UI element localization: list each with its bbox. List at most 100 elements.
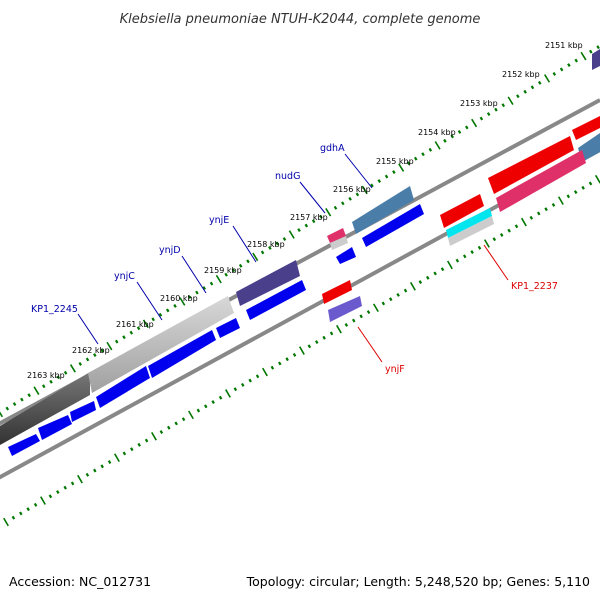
leader-line (344, 153, 373, 189)
minor-tick (329, 331, 334, 336)
major-tick (434, 141, 441, 150)
gene-block-gray-light[interactable] (88, 296, 234, 393)
minor-tick (85, 357, 90, 362)
gene-label-ynjD[interactable]: ynjD (159, 245, 181, 256)
minor-tick (93, 353, 97, 357)
cds-reverse-ynjF[interactable] (322, 280, 352, 304)
major-tick (325, 207, 332, 217)
gene-block-ynjF[interactable] (328, 296, 362, 322)
backbone-inner (0, 148, 600, 480)
gene-block-gdhA[interactable] (352, 186, 414, 234)
gene-label-KP1_2237[interactable]: KP1_2237 (511, 281, 558, 292)
minor-tick (492, 237, 497, 242)
cds-reverse[interactable] (572, 116, 600, 140)
gene-block-nudG-pink[interactable] (327, 228, 346, 243)
major-tick (106, 341, 113, 351)
minor-tick (195, 290, 199, 295)
kbp-label-2163: 2163 kbp (27, 371, 65, 380)
gene-block-gray-large[interactable] (0, 372, 90, 445)
gene-block-cyan[interactable] (446, 208, 492, 238)
cds-forward[interactable] (8, 434, 40, 456)
minor-tick (457, 129, 462, 134)
major-tick (557, 196, 564, 205)
minor-tick (292, 352, 297, 357)
minor-tick (27, 393, 31, 398)
minor-tick (275, 241, 279, 246)
minor-tick (344, 322, 349, 327)
cds-forward[interactable] (246, 280, 306, 320)
cds-forward[interactable] (336, 247, 356, 264)
major-tick (142, 319, 149, 329)
minor-tick (270, 365, 275, 370)
major-tick (69, 364, 76, 373)
minor-tick (507, 228, 511, 233)
minor-tick (196, 408, 201, 413)
minor-tick (537, 80, 542, 85)
minor-tick (499, 232, 504, 237)
minor-tick (574, 58, 578, 63)
minor-tick (351, 318, 356, 323)
gene-label-KP1_2245[interactable]: KP1_2245 (31, 304, 78, 315)
minor-tick (370, 183, 374, 188)
kbp-label-2154: 2154 kbp (418, 128, 456, 137)
gene-label-nudG[interactable]: nudG (275, 171, 300, 182)
minor-tick (589, 49, 593, 54)
minor-tick (333, 205, 338, 210)
minor-tick (514, 224, 519, 229)
major-tick (446, 260, 453, 270)
minor-tick (282, 237, 287, 241)
minor-tick (559, 67, 564, 72)
major-tick (398, 163, 405, 172)
minor-tick (285, 357, 289, 362)
gene-block-nudG-gray[interactable] (330, 236, 348, 250)
minor-tick (523, 89, 527, 94)
kbp-label-2161: 2161 kbp (116, 320, 154, 329)
minor-tick (566, 194, 571, 199)
gene-label-ynjC[interactable]: ynjC (114, 271, 135, 282)
leader-line (77, 313, 99, 345)
minor-tick (573, 190, 578, 195)
gene-label-gdhA[interactable]: gdhA (320, 143, 345, 154)
minor-tick (384, 174, 389, 179)
minor-tick (486, 112, 491, 117)
minor-tick (319, 214, 323, 219)
minor-tick (443, 138, 447, 143)
cds-forward[interactable] (38, 415, 72, 440)
minor-tick (48, 494, 53, 499)
minor-tick (137, 442, 141, 447)
cds-forward[interactable] (362, 204, 424, 247)
minor-tick (41, 384, 46, 389)
minor-tick (130, 447, 134, 452)
gene-block-slate[interactable] (578, 133, 600, 162)
gene-label-ynjF[interactable]: ynjF (385, 364, 405, 375)
gene-block-lightgray[interactable] (448, 216, 494, 246)
minor-tick (396, 292, 400, 297)
cds-reverse[interactable] (440, 194, 484, 228)
minor-tick (122, 451, 127, 456)
minor-tick (455, 258, 460, 263)
minor-tick (581, 185, 585, 190)
gene-block-pink[interactable] (496, 150, 586, 212)
cds-forward[interactable] (216, 318, 240, 338)
major-tick (225, 389, 231, 398)
minor-tick (209, 281, 214, 286)
leader-line (181, 255, 207, 294)
minor-tick (348, 196, 352, 201)
gene-block-ynjE[interactable] (236, 260, 300, 306)
gene-label-ynjE[interactable]: ynjE (209, 215, 229, 226)
minor-tick (70, 481, 75, 486)
outer-gene-labels: gdhA nudG ynjE ynjD ynjC KP1_2245 (31, 143, 373, 345)
gene-block-purple-top[interactable] (592, 49, 600, 70)
cds-forward[interactable] (96, 366, 150, 408)
cds-forward[interactable] (148, 330, 216, 378)
cds-reverse[interactable] (488, 136, 574, 194)
accession-text: Accession: NC_012731 (9, 574, 151, 589)
minor-tick (421, 152, 425, 157)
major-tick (188, 410, 194, 420)
outer-scale-ticks (0, 45, 600, 418)
minor-tick (19, 511, 23, 516)
cds-forward[interactable] (70, 401, 96, 422)
kbp-label-2153: 2153 kbp (460, 99, 498, 108)
minor-tick (11, 515, 16, 520)
